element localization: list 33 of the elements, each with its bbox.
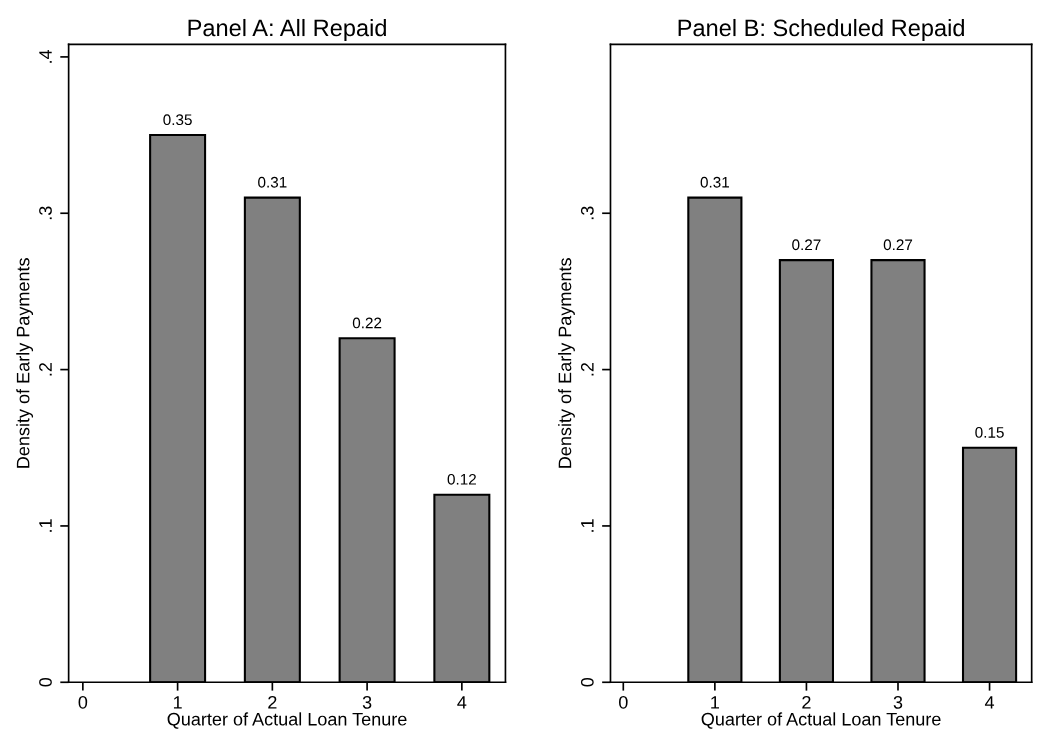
data-label: 0.15 (975, 426, 1004, 438)
y-axis-title: Density of Early Payments (16, 258, 34, 468)
x-axis-title: Quarter of Actual Loan Tenure (167, 712, 407, 729)
y-tick-label: .3 (580, 206, 594, 220)
x-tick-label: 2 (268, 695, 277, 709)
y-tick-label: .1 (39, 519, 52, 532)
y-tick-label: 0 (580, 677, 594, 687)
x-tick-label: 1 (173, 696, 182, 709)
x-tick-label: 2 (802, 695, 811, 709)
y-tick-label: 0 (39, 677, 52, 687)
data-label: 0.22 (352, 317, 382, 329)
x-axis-title: Quarter of Actual Loan Tenure (701, 712, 941, 729)
y-tick-label: .2 (580, 362, 594, 376)
data-label: 0.27 (792, 239, 821, 251)
y-tick-label: .4 (39, 49, 52, 63)
data-label: 0.27 (883, 239, 913, 251)
x-tick-label: 3 (362, 695, 372, 709)
data-label: 0.12 (447, 473, 476, 485)
x-tick-label: 3 (893, 695, 903, 709)
data-label: 0.31 (700, 176, 729, 188)
x-tick-label: 0 (78, 695, 88, 709)
chart-title: Panel A: All Repaid (188, 18, 386, 41)
data-label: 0.31 (258, 176, 287, 188)
chart-title: Panel B: Scheduled Repaid (678, 18, 964, 41)
x-tick-label: 4 (457, 696, 467, 709)
data-label: 0.35 (163, 114, 192, 126)
x-tick-label: 4 (984, 696, 995, 709)
y-axis-title: Density of Early Payments (558, 258, 575, 468)
x-tick-label: 0 (618, 695, 628, 709)
y-tick-label: .1 (581, 519, 594, 532)
y-tick-label: .2 (39, 362, 52, 376)
y-tick-label: .3 (39, 206, 52, 220)
x-tick-label: 1 (711, 696, 719, 709)
